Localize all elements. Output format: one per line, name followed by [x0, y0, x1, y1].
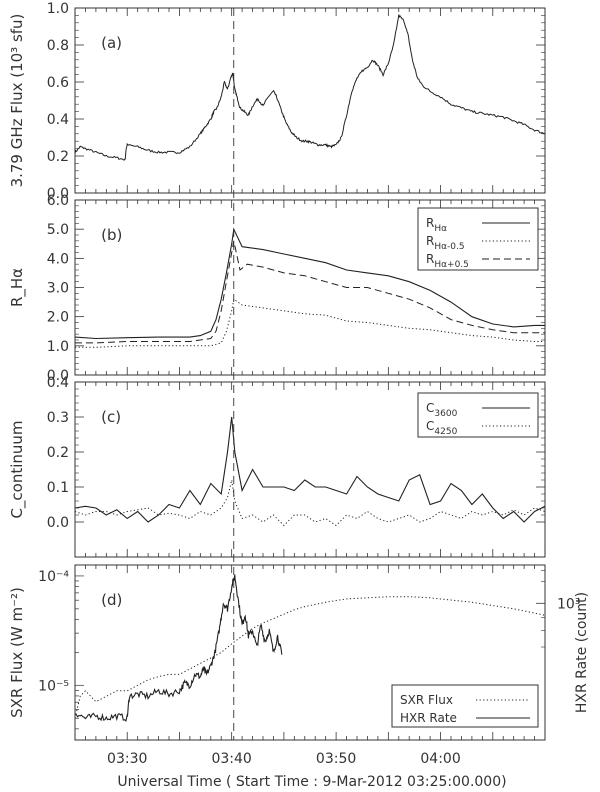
legend-label: SXR Flux [400, 693, 453, 707]
legend-box [417, 392, 539, 438]
panel-label: (c) [101, 408, 121, 426]
y-tick-label: 1.0 [47, 1, 69, 17]
series-line [74, 14, 546, 161]
panel-label: (d) [101, 591, 122, 609]
y-tick-label: 0.4 [47, 112, 69, 128]
y-tick-label: 0.0 [47, 515, 69, 531]
y-tick-label: 2.0 [47, 310, 69, 326]
y-tick-label: 0.8 [47, 38, 69, 54]
y-tick-label: 10⁻⁴ [38, 569, 69, 585]
legend-label: C3600 [426, 401, 458, 419]
panel-frame [74, 381, 546, 558]
y-axis-label-right: HXR Rate (count) [574, 592, 590, 713]
y-tick-label: 1.0 [47, 339, 69, 355]
legend-box [417, 207, 539, 271]
y-axis-label: 3.79 GHz Flux (10³ sfu) [8, 14, 26, 188]
legend-label: RHα [426, 216, 447, 234]
y-tick-label: 4.0 [47, 251, 69, 267]
legend-label: RHα+0.5 [426, 252, 469, 270]
y-tick-label: 5.0 [47, 222, 69, 238]
legend-label: C4250 [426, 419, 458, 437]
legend-box [391, 684, 539, 728]
series-line [74, 596, 546, 719]
y-tick-label: 0.0 [47, 186, 69, 202]
x-tick-label: 03:30 [107, 751, 147, 767]
x-tick-label: 03:40 [211, 751, 251, 767]
panel-label: (b) [101, 226, 122, 244]
y-tick-label: 0.2 [47, 445, 69, 461]
y-tick-label: 0.1 [47, 480, 69, 496]
y-tick-label: 0.4 [47, 375, 69, 391]
y-axis-label: R_Hα [8, 268, 27, 307]
legend-label: RHα-0.5 [426, 234, 465, 252]
series-line [74, 416, 546, 523]
y-tick-label: 0.3 [47, 410, 69, 426]
y-axis-label: C_continuum [8, 420, 27, 518]
y-tick-label: 0.2 [47, 149, 69, 165]
y-tick-label: 0.6 [47, 75, 69, 91]
x-tick-label: 03:50 [316, 751, 356, 767]
series-line [75, 240, 545, 344]
panel-frame [74, 7, 546, 194]
legend-label: HXR Rate [400, 711, 457, 725]
y-tick-label: 10⁻⁵ [38, 678, 69, 694]
y-right-tick-label: 10³ [557, 596, 580, 612]
x-tick-label: 04:00 [420, 751, 460, 767]
series-line [74, 227, 545, 340]
y-tick-label: 3.0 [47, 281, 69, 297]
series-line [74, 574, 283, 722]
y-tick-label: 6.0 [47, 193, 69, 209]
x-axis-label: Universal Time ( Start Time : 9-Mar-2012… [117, 774, 506, 790]
series-line [75, 298, 545, 348]
y-tick-label: 0.0 [47, 368, 69, 384]
panel-label: (a) [101, 34, 122, 52]
y-axis-label: SXR Flux (W m⁻²) [8, 587, 26, 718]
